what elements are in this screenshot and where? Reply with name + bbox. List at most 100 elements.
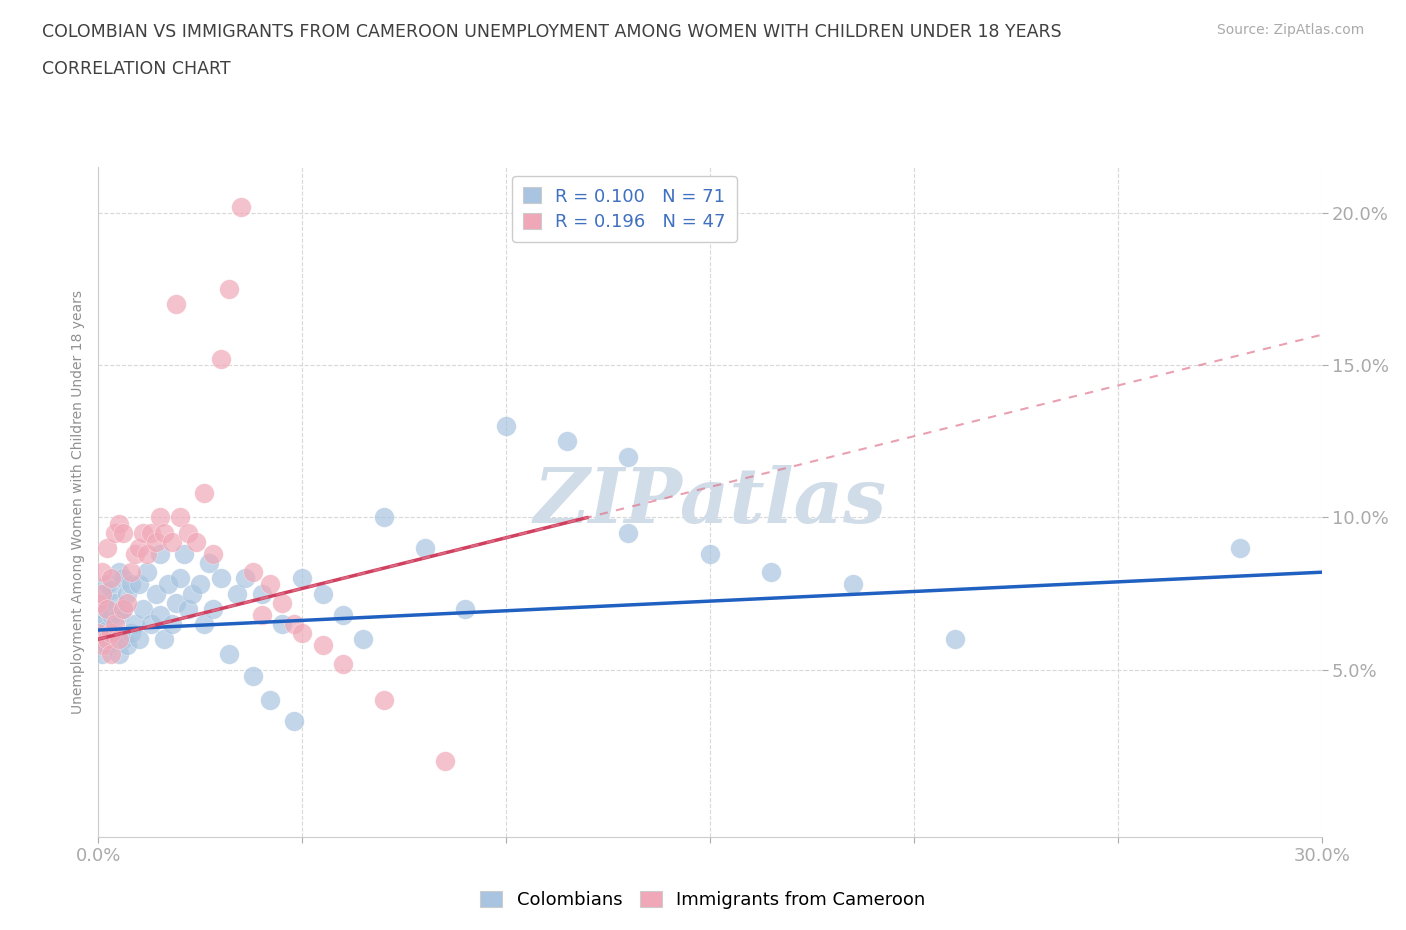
Point [108,565,131,579]
Point [197,555,219,570]
Point [226,586,249,601]
Point [312,638,335,653]
Point [259,577,281,591]
Point [283,617,305,631]
Point [283,714,305,729]
Point [91,586,114,601]
Point [128,631,150,646]
Point [96,602,118,617]
Point [136,547,159,562]
Point [291,626,314,641]
Point [111,571,134,586]
Point [1229,540,1251,555]
Point [141,617,163,631]
Point [141,525,163,540]
Point [91,638,114,653]
Point [145,535,167,550]
Point [270,617,294,631]
Point [173,547,195,562]
Point [352,631,374,646]
Point [373,510,395,525]
Point [96,622,118,637]
Point [100,626,122,641]
Point [111,602,134,617]
Point [169,571,191,586]
Point [100,571,122,586]
Point [193,617,215,631]
Point [617,449,640,464]
Point [169,510,191,525]
Point [555,434,579,449]
Point [96,540,118,555]
Point [132,525,155,540]
Point [145,586,167,601]
Point [108,631,131,646]
Point [136,565,159,579]
Point [181,586,204,601]
Point [91,647,114,662]
Legend: R = 0.100   N = 71, R = 0.196   N = 47: R = 0.100 N = 71, R = 0.196 N = 47 [512,177,737,242]
Point [91,565,114,579]
Point [454,602,477,617]
Point [87,626,110,641]
Point [332,607,354,622]
Point [104,626,127,641]
Point [149,510,172,525]
Point [115,638,138,653]
Point [617,525,640,540]
Point [413,540,436,555]
Point [104,525,127,540]
Point [270,595,294,610]
Point [115,586,138,601]
Point [108,607,131,622]
Point [149,607,172,622]
Text: ZIPatlas: ZIPatlas [533,465,887,539]
Point [201,602,224,617]
Point [96,631,118,646]
Point [120,565,142,579]
Point [242,565,264,579]
Point [96,638,118,653]
Point [108,647,131,662]
Point [218,647,240,662]
Point [91,586,114,601]
Point [96,577,118,591]
Text: Source: ZipAtlas.com: Source: ZipAtlas.com [1216,23,1364,37]
Point [124,617,146,631]
Point [124,547,146,562]
Point [201,547,224,562]
Point [233,571,256,586]
Point [111,602,134,617]
Point [841,577,863,591]
Point [209,352,232,366]
Point [149,547,172,562]
Point [177,525,200,540]
Point [87,602,110,617]
Point [132,602,155,617]
Point [128,577,150,591]
Point [193,485,215,500]
Point [152,631,174,646]
Point [250,607,273,622]
Point [259,693,281,708]
Point [156,577,179,591]
Point [218,282,240,297]
Point [373,693,395,708]
Point [120,577,142,591]
Point [128,540,150,555]
Point [152,525,174,540]
Point [87,617,110,631]
Point [87,631,110,646]
Point [91,617,114,631]
Point [100,631,122,646]
Point [250,586,273,601]
Point [165,297,187,312]
Point [188,577,212,591]
Point [761,565,783,579]
Text: CORRELATION CHART: CORRELATION CHART [42,60,231,78]
Point [242,669,264,684]
Point [111,631,134,646]
Y-axis label: Unemployment Among Women with Children Under 18 years: Unemployment Among Women with Children U… [70,290,84,714]
Point [87,595,110,610]
Point [160,617,183,631]
